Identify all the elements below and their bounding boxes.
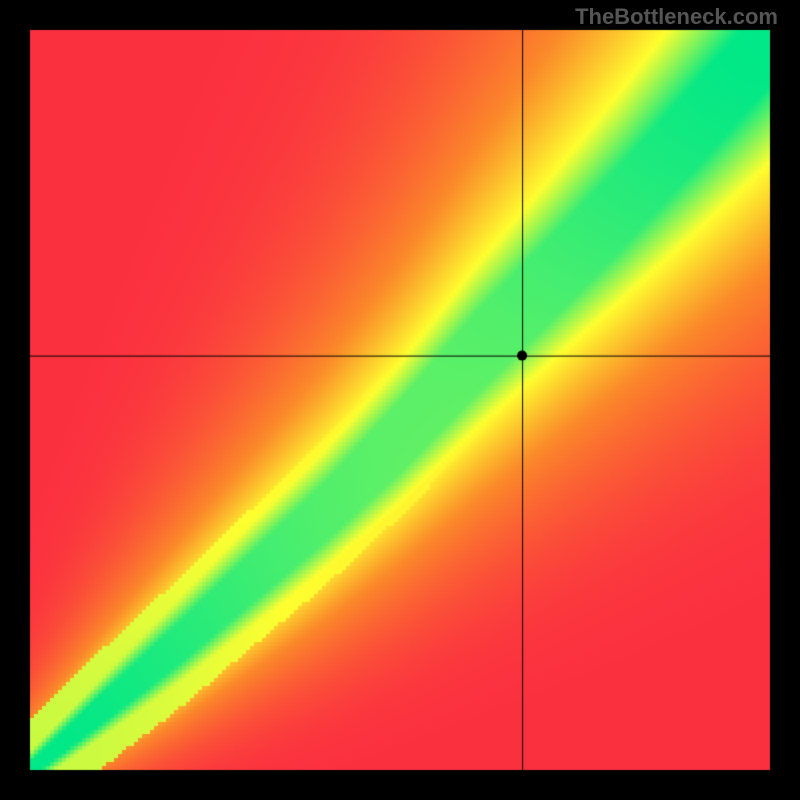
- bottleneck-heatmap-canvas: [0, 0, 800, 800]
- chart-container: TheBottleneck.com: [0, 0, 800, 800]
- watermark-text: TheBottleneck.com: [575, 4, 778, 30]
